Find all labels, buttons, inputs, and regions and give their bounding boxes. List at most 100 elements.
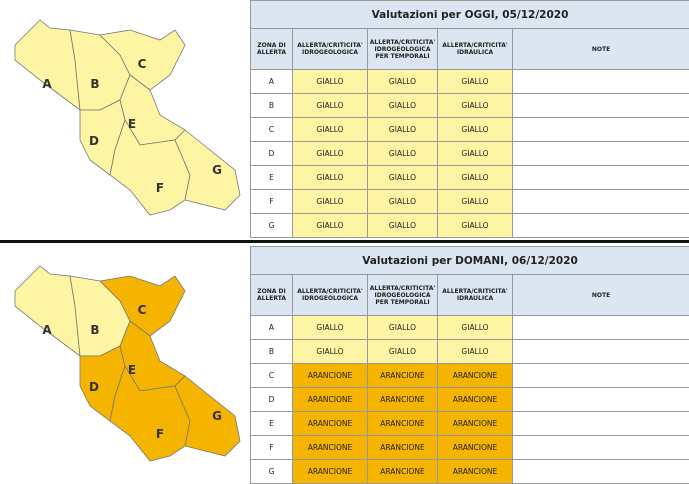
note-cell <box>513 118 689 142</box>
alert-level: ARANCIONE <box>438 460 513 484</box>
note-cell <box>513 70 689 94</box>
title-row: Valutazioni per OGGI, 05/12/2020 <box>251 1 689 29</box>
alert-level: GIALLO <box>293 70 368 94</box>
map-zone-label: B <box>90 323 99 337</box>
map-zone-label: D <box>89 134 99 148</box>
zone-id: C <box>251 364 293 388</box>
map-zone-label: C <box>138 303 147 317</box>
alert-level: GIALLO <box>293 340 368 364</box>
alert-level: GIALLO <box>368 70 438 94</box>
alert-level: GIALLO <box>293 94 368 118</box>
alert-level: ARANCIONE <box>293 364 368 388</box>
column-header: ALLERTA/CRITICITA' IDROGEOLOGICA PER TEM… <box>368 275 438 316</box>
column-header: ALLERTA/CRITICITA' IDROGEOLOGICA PER TEM… <box>368 29 438 70</box>
note-cell <box>513 214 689 238</box>
note-cell <box>513 412 689 436</box>
zone-id: C <box>251 118 293 142</box>
alert-level: ARANCIONE <box>368 364 438 388</box>
map-zone-label: G <box>212 163 222 177</box>
alert-level: ARANCIONE <box>438 412 513 436</box>
note-cell <box>513 166 689 190</box>
alert-level: GIALLO <box>293 166 368 190</box>
zone-id: A <box>251 316 293 340</box>
title-row: Valutazioni per DOMANI, 06/12/2020 <box>251 247 689 275</box>
alert-level: ARANCIONE <box>293 460 368 484</box>
map-zone-label: D <box>89 380 99 394</box>
note-cell <box>513 316 689 340</box>
zone-id: E <box>251 412 293 436</box>
alert-level: GIALLO <box>293 190 368 214</box>
zone-id: B <box>251 94 293 118</box>
alert-level: GIALLO <box>438 70 513 94</box>
note-cell <box>513 340 689 364</box>
map-zone-label: F <box>156 427 164 441</box>
alert-level: GIALLO <box>368 190 438 214</box>
alert-level: ARANCIONE <box>293 388 368 412</box>
zone-id: F <box>251 436 293 460</box>
zone-id: D <box>251 142 293 166</box>
map-zone-label: F <box>156 181 164 195</box>
zone-map: A B C D E F G <box>0 0 250 237</box>
map-zone-label: B <box>90 77 99 91</box>
column-header: NOTE <box>513 275 689 316</box>
map-zone-label: E <box>128 117 136 131</box>
alert-level: GIALLO <box>368 214 438 238</box>
alert-level: GIALLO <box>438 190 513 214</box>
alert-level: ARANCIONE <box>293 412 368 436</box>
alert-level: ARANCIONE <box>368 460 438 484</box>
map-zone-label: E <box>128 363 136 377</box>
alert-level: GIALLO <box>438 118 513 142</box>
zone-id: E <box>251 166 293 190</box>
alert-level: GIALLO <box>293 316 368 340</box>
alert-level: GIALLO <box>293 214 368 238</box>
map-zone-label: G <box>212 409 222 423</box>
alert-level: GIALLO <box>438 142 513 166</box>
alert-level: GIALLO <box>438 316 513 340</box>
header-row: ZONA DI ALLERTA ALLERTA/CRITICITA' IDROGE… <box>251 275 689 316</box>
alert-level: GIALLO <box>368 94 438 118</box>
alert-level: ARANCIONE <box>368 388 438 412</box>
note-cell <box>513 142 689 166</box>
note-cell <box>513 190 689 214</box>
map-zone-label: C <box>138 57 147 71</box>
zone-id: F <box>251 190 293 214</box>
note-cell <box>513 460 689 484</box>
zone-id: G <box>251 460 293 484</box>
column-header: ALLERTA/CRITICITA' IDROGEOLOGICA <box>293 29 368 70</box>
map-zone-label: A <box>42 77 52 91</box>
column-header: ALLERTA/CRITICITA' IDRAULICA <box>438 275 513 316</box>
map-zone-label: A <box>42 323 52 337</box>
alert-level: ARANCIONE <box>438 364 513 388</box>
alert-level: GIALLO <box>438 214 513 238</box>
alert-level: GIALLO <box>368 142 438 166</box>
note-cell <box>513 388 689 412</box>
alert-level: GIALLO <box>293 142 368 166</box>
zone-id: D <box>251 388 293 412</box>
zone-id: G <box>251 214 293 238</box>
alert-level: ARANCIONE <box>368 412 438 436</box>
column-header: NOTE <box>513 29 689 70</box>
alert-level: ARANCIONE <box>368 436 438 460</box>
column-header: ZONA DI ALLERTA <box>251 275 293 316</box>
alert-level: GIALLO <box>438 340 513 364</box>
alert-level: ARANCIONE <box>438 388 513 412</box>
table-title: Valutazioni per DOMANI, 06/12/2020 <box>251 247 689 275</box>
note-cell <box>513 364 689 388</box>
alert-level: GIALLO <box>368 166 438 190</box>
